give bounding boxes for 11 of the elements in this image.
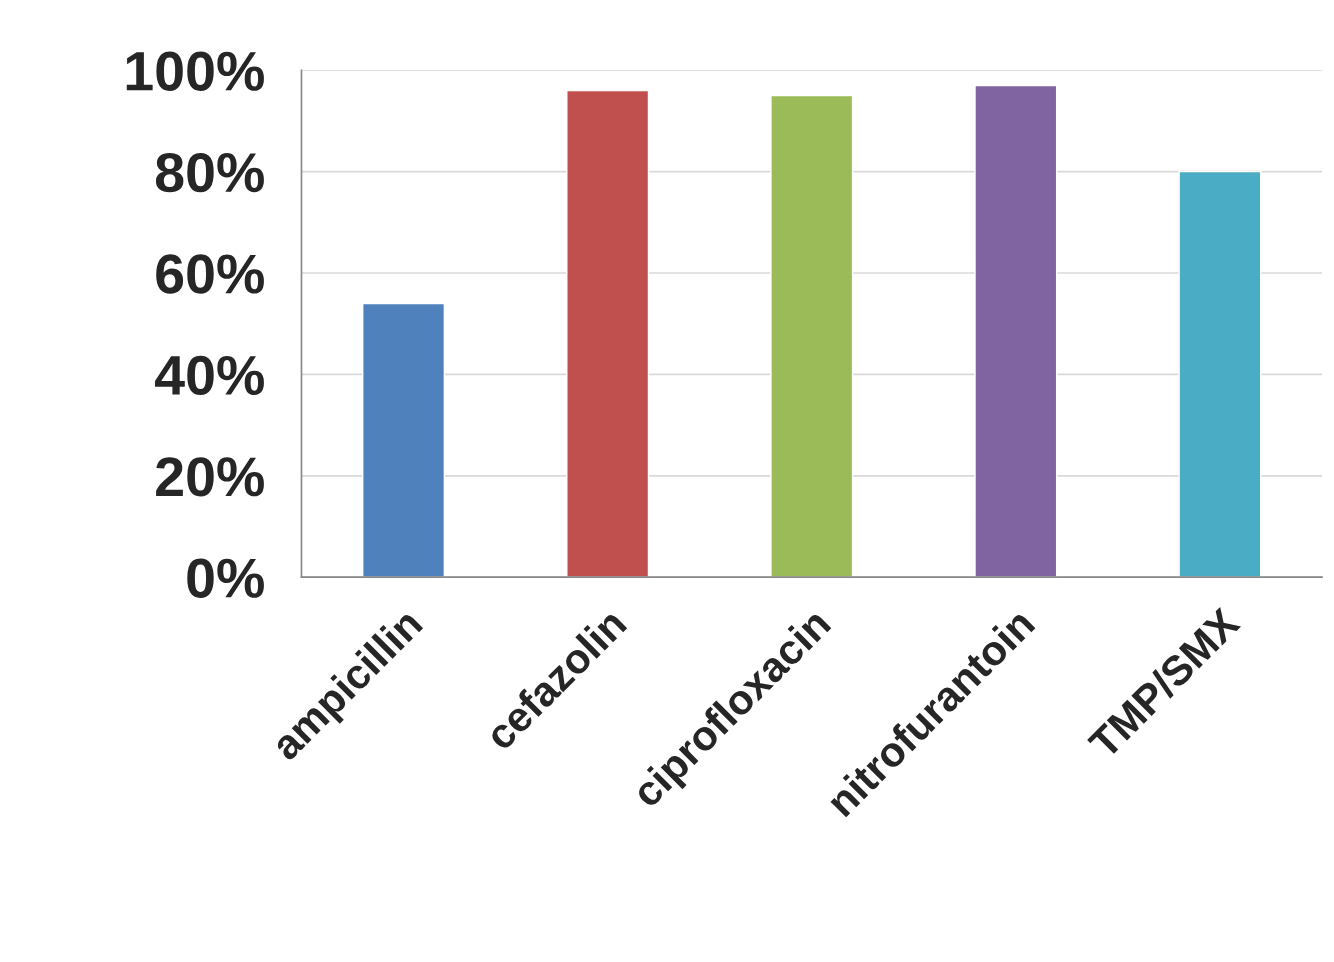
y-tick-label: 40% bbox=[155, 355, 264, 396]
y-tick-label: 100% bbox=[126, 51, 264, 91]
y-tick-label: 60% bbox=[156, 254, 264, 294]
y-tick-label: 80% bbox=[155, 152, 264, 193]
y-tick-label: 20% bbox=[156, 457, 264, 497]
bar bbox=[770, 94, 854, 578]
bar bbox=[1178, 170, 1262, 578]
bar bbox=[566, 89, 650, 578]
y-tick-label: 0% bbox=[187, 558, 264, 598]
bar bbox=[362, 302, 446, 578]
bar bbox=[974, 84, 1058, 578]
